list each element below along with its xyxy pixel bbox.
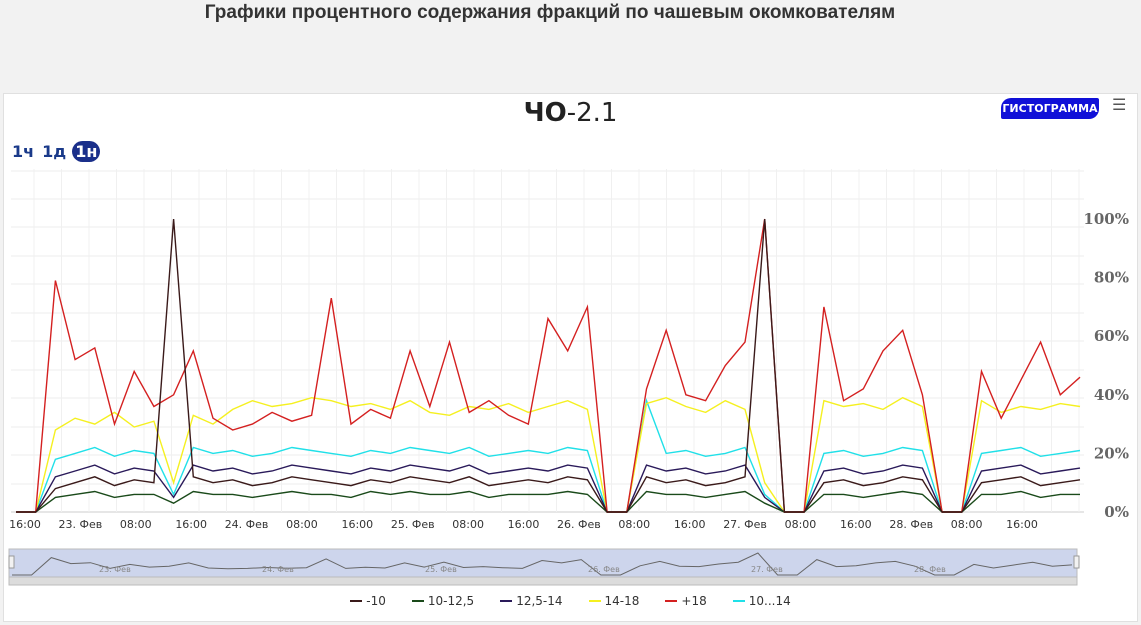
legend-label: +18 — [681, 594, 707, 608]
x-tick-label: 26. Фев — [557, 518, 601, 531]
hamburger-menu-icon[interactable]: ☰ — [1112, 97, 1127, 114]
x-tick-label: 16:00 — [1006, 518, 1038, 531]
page-title: Графики процентного содержания фракций п… — [204, 2, 896, 23]
legend-item[interactable]: -10 — [350, 594, 386, 608]
x-tick-label: 24. Фев — [225, 518, 269, 531]
x-tick-label: 25. Фев — [391, 518, 435, 531]
grid — [11, 169, 1084, 513]
navigator-series-line — [12, 552, 1073, 576]
legend-swatch — [732, 600, 745, 602]
legend-label: 14-18 — [604, 594, 640, 608]
legend-item[interactable]: 14-18 — [588, 594, 640, 608]
legend-item[interactable]: 10-12,5 — [411, 594, 475, 608]
x-tick-label: 16:00 — [175, 518, 207, 531]
navigator-scrollbar — [8, 576, 1078, 586]
range-selector: 1ч 1д 1н — [10, 141, 101, 162]
y-tick-label: 40% — [1094, 386, 1129, 404]
y-tick-label: 80% — [1094, 269, 1129, 287]
legend-swatch — [588, 600, 601, 602]
x-tick-label: 08:00 — [785, 518, 817, 531]
series-line-_10 — [16, 218, 1081, 513]
series-line-10_12_5 — [16, 490, 1080, 513]
x-tick-label: 28. Фев — [889, 518, 933, 531]
navigator-label: 28. Фев — [914, 565, 946, 574]
navigator-label: 26. Фев — [588, 565, 620, 574]
series-lines — [16, 218, 1081, 513]
range-button-1d[interactable]: 1д — [42, 142, 67, 161]
chart-title: ЧО-2.1 — [4, 98, 1137, 128]
y-tick-label: 0% — [1104, 503, 1129, 521]
legend-label: 10...14 — [748, 594, 791, 608]
x-tick-label: 08:00 — [618, 518, 650, 531]
x-tick-label: 08:00 — [452, 518, 484, 531]
x-tick-label: 08:00 — [951, 518, 983, 531]
chart-plot: 0%20%40%60%80%100% 16:00 23. Фев 08:00 16:0… — [8, 169, 1129, 586]
x-tick-label: 16:00 — [508, 518, 540, 531]
chart-card: ЧО-2.1 ГИСТОГРАММА ☰ 1ч 1д 1н 0% 20% 40% 60… — [3, 93, 1138, 622]
chart-title-bold: ЧО — [523, 98, 567, 128]
y-tick-label: 100% — [1083, 210, 1129, 228]
range-button-1w[interactable]: 1н — [72, 141, 101, 162]
x-tick-label: 08:00 — [286, 518, 318, 531]
navigator[interactable]: 23. Фев 24. Фев 25. Фев 26. Фев 27. Фев 28. Ф… — [8, 548, 1080, 586]
range-button-1h[interactable]: 1ч — [12, 142, 35, 161]
navigator-handle — [1073, 555, 1080, 569]
legend-swatch — [500, 600, 513, 602]
legend-item[interactable]: +18 — [665, 594, 707, 608]
series-line-12_5_14 — [16, 464, 1081, 513]
x-tick-label: 23. Фев — [59, 518, 103, 531]
x-tick-label: 16:00 — [341, 518, 373, 531]
navigator-handle — [8, 555, 15, 569]
y-axis-labels: 0% 20% 40% 60% 80% 100% — [1083, 210, 1129, 521]
legend-swatch — [411, 600, 424, 602]
series-line-14_18 — [16, 396, 1081, 513]
legend-swatch — [665, 600, 678, 602]
y-tick-label: 20% — [1094, 444, 1129, 462]
x-tick-label: 16:00 — [674, 518, 706, 531]
histogram-button[interactable]: ГИСТОГРАММА — [1001, 98, 1099, 119]
series-line-10_14 — [16, 398, 1081, 513]
legend-item[interactable]: 10...14 — [732, 594, 791, 608]
x-tick-label: 16:00 — [9, 518, 41, 531]
navigator-label: 24. Фев — [262, 565, 294, 574]
x-axis-labels: 16:00 23. Фев 08:00 16:00 24. Фев 08:00 16:00 2… — [9, 518, 1038, 531]
legend-label: 10-12,5 — [427, 594, 475, 608]
navigator-label: 27. Фев — [751, 565, 783, 574]
legend-label: -10 — [366, 594, 386, 608]
x-tick-label: 27. Фев — [723, 518, 767, 531]
navigator-label: 23. Фев — [99, 565, 131, 574]
legend-label: 12,5-14 — [516, 594, 563, 608]
y-tick-label: 60% — [1094, 327, 1129, 345]
legend: -10 10-12,5 12,5-14 14-18 +18 10...14 — [4, 594, 1137, 608]
navigator-label: 25. Фев — [425, 565, 457, 574]
x-tick-label: 16:00 — [840, 518, 872, 531]
legend-item[interactable]: 12,5-14 — [500, 594, 563, 608]
legend-swatch — [350, 600, 363, 602]
chart-title-rest: -2.1 — [566, 98, 618, 128]
series-line-_18 — [16, 218, 1081, 513]
x-tick-label: 08:00 — [120, 518, 152, 531]
